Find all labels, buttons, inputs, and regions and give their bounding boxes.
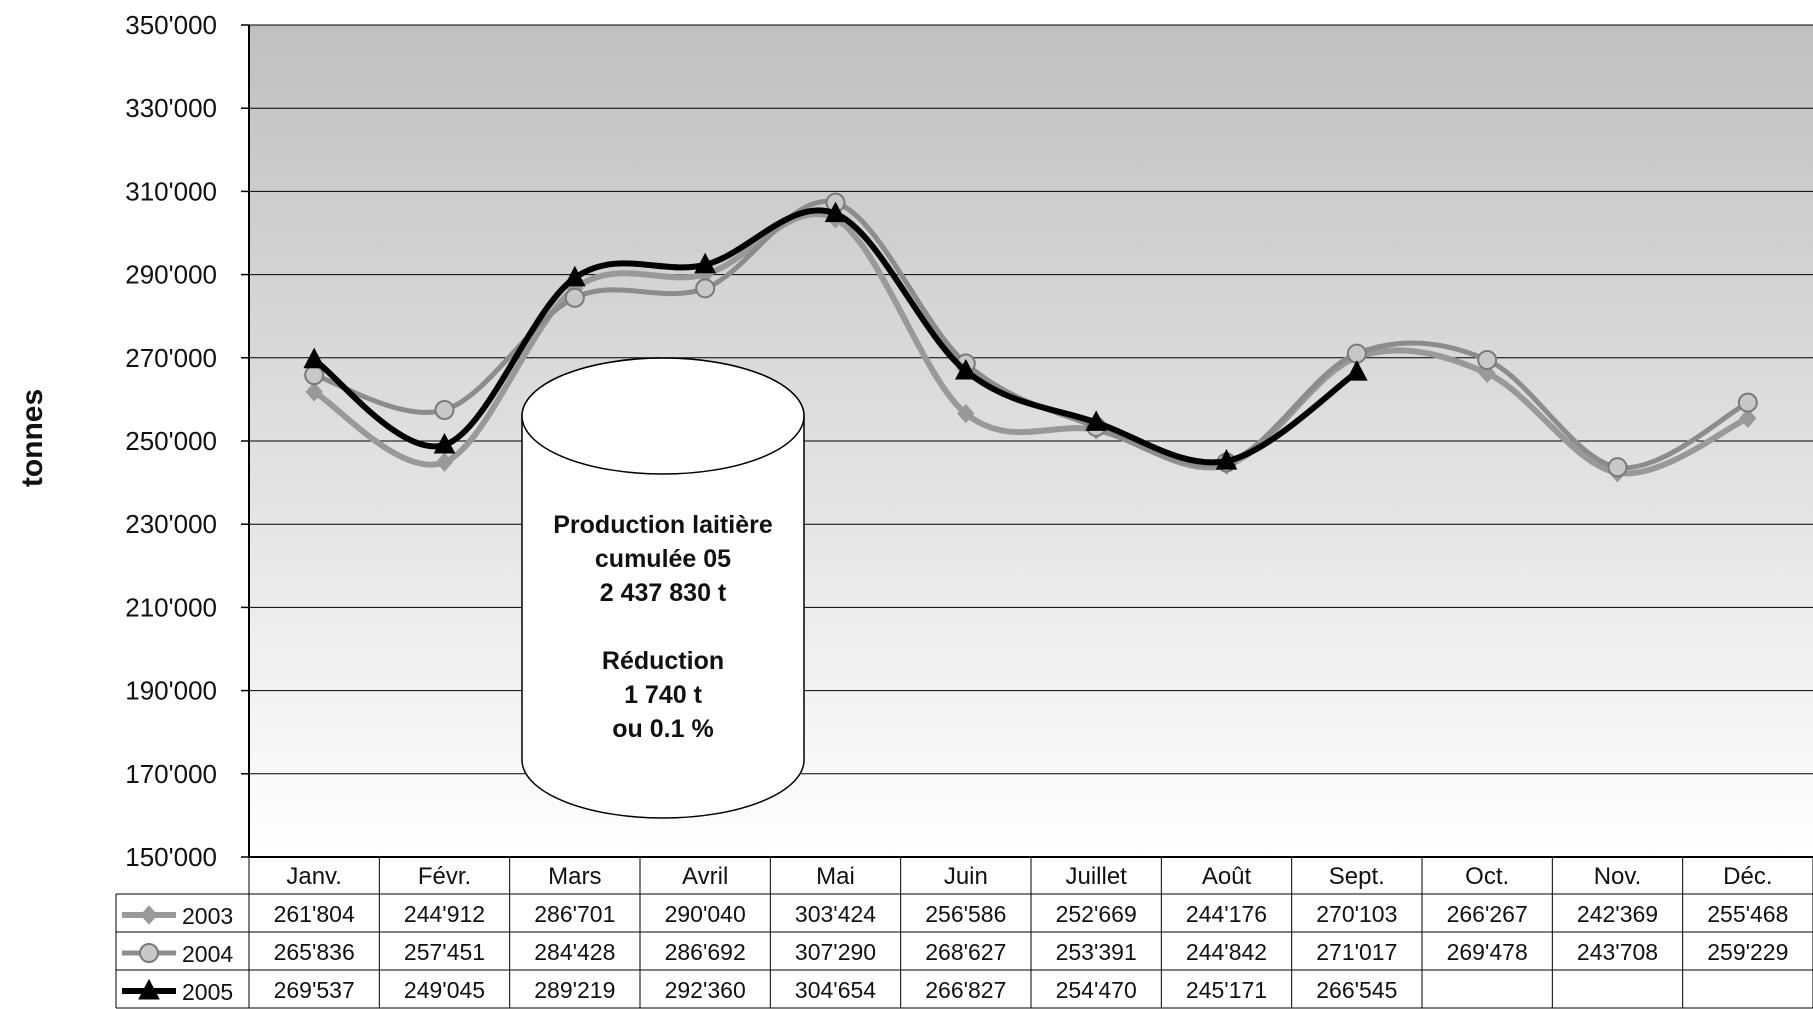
- legend-key-marker-2005: [138, 978, 160, 1000]
- table-cell: 259'229: [1707, 939, 1788, 965]
- table-cell: 284'428: [534, 939, 615, 965]
- y-tick-label: 310'000: [125, 176, 217, 206]
- y-tick-label: 210'000: [125, 592, 217, 622]
- category-label: Nov.: [1594, 863, 1642, 890]
- table-cell: 261'804: [274, 901, 355, 927]
- y-tick-label: 250'000: [125, 426, 217, 456]
- table-cell: 266'827: [925, 977, 1006, 1003]
- table-cell: 257'451: [404, 939, 485, 965]
- table-cell: 307'290: [795, 939, 876, 965]
- data-point-2005: [564, 265, 586, 287]
- data-point-2005: [1215, 449, 1238, 470]
- table-cell: 254'470: [1056, 977, 1137, 1003]
- y-tick-label: 350'000: [125, 10, 217, 40]
- data-point-2004: [1607, 457, 1628, 478]
- data-point-2004: [1477, 349, 1498, 370]
- y-tick-label: 190'000: [125, 676, 217, 706]
- data-point-2005: [1346, 360, 1368, 381]
- data-point-2005: [433, 432, 456, 454]
- y-tick-label: 330'000: [125, 93, 217, 123]
- cylinder-top: [521, 357, 805, 475]
- axes: 150'000 170'000 190'000 210'000 230'000 250'0…: [125, 10, 1813, 872]
- table-cell: 303'424: [795, 901, 876, 927]
- y-tick-label: 290'000: [125, 260, 217, 290]
- legend-key-marker-2003: [140, 905, 158, 925]
- data-point-2005: [955, 358, 977, 380]
- table-cell: 265'836: [274, 939, 355, 965]
- data-point-2004: [304, 365, 325, 386]
- callout-text-line: ou 0.1 %: [612, 715, 713, 743]
- table-cell: 289'219: [534, 977, 615, 1003]
- table-cell: 244'912: [404, 901, 485, 927]
- table-cell: 268'627: [925, 939, 1006, 965]
- data-point-2003: [1739, 408, 1757, 429]
- category-label: Mai: [816, 863, 855, 890]
- table-cell: 252'669: [1056, 901, 1137, 927]
- callout-text-line: Production laitière: [553, 511, 773, 539]
- table-cell: 244'176: [1186, 901, 1267, 927]
- table-cell: 256'586: [925, 901, 1006, 927]
- table-cell: 270'103: [1316, 901, 1397, 927]
- y-tick-label: 150'000: [125, 842, 217, 872]
- table-cell: 255'468: [1707, 901, 1788, 927]
- table-cell: 269'537: [274, 977, 355, 1003]
- legend-key-marker-2004: [139, 943, 159, 963]
- table-cell: 269'478: [1447, 939, 1528, 965]
- gridlines: [249, 24, 1813, 775]
- y-axis-label: tonnes: [16, 389, 49, 487]
- data-point-2005: [303, 347, 325, 369]
- table-cell: 249'045: [404, 977, 485, 1003]
- legend-label-2003: 2003: [182, 903, 233, 929]
- table-cell: 292'360: [665, 977, 746, 1003]
- data-point-2005: [694, 252, 716, 274]
- callout-text-line: cumulée 05: [595, 545, 731, 573]
- table-cell: 242'369: [1577, 901, 1658, 927]
- y-tick-label: 230'000: [125, 509, 217, 539]
- callout-text-line: 2 437 830 t: [600, 579, 727, 607]
- category-label: Oct.: [1465, 863, 1509, 890]
- series-lines: [303, 192, 1758, 483]
- callout-cylinder: Production laitière cumulée 05 2 437 830 t…: [521, 357, 805, 819]
- data-point-2004: [434, 400, 455, 421]
- table-cell: 266'545: [1316, 977, 1397, 1003]
- legend-label-2005: 2005: [182, 979, 233, 1005]
- table-cell: 244'842: [1186, 939, 1267, 965]
- callout-text-line: 1 740 t: [624, 681, 703, 709]
- legend-label-2004: 2004: [182, 941, 233, 967]
- data-point-2004: [1737, 392, 1758, 413]
- category-label: Déc.: [1723, 863, 1772, 890]
- data-point-2003: [957, 403, 975, 424]
- callout-text-line: Réduction: [602, 647, 724, 675]
- category-label: Mars: [548, 863, 601, 890]
- table-cell: 271'017: [1316, 939, 1397, 965]
- table-cell: 290'040: [665, 901, 746, 927]
- data-point-2003: [305, 382, 323, 402]
- data-point-2005: [824, 201, 847, 223]
- y-tick-label: 270'000: [125, 343, 217, 373]
- table-cell: 286'701: [534, 901, 615, 927]
- table-cell: 253'391: [1056, 939, 1137, 965]
- data-point-2003: [435, 452, 454, 472]
- category-label: Août: [1202, 863, 1252, 890]
- category-label: Janv.: [286, 863, 342, 890]
- data-point-2004: [1346, 343, 1367, 364]
- y-tick-label: 170'000: [125, 759, 217, 789]
- table-cell: 286'692: [665, 939, 746, 965]
- table-cell: 243'708: [1577, 939, 1658, 965]
- category-label: Juillet: [1065, 863, 1127, 890]
- table-cell: 266'267: [1447, 901, 1528, 927]
- category-label: Févr.: [418, 863, 471, 890]
- table-cell: 245'171: [1186, 977, 1267, 1003]
- category-label: Avril: [682, 863, 728, 890]
- data-table: Janv. Févr. Mars Avril Mai Juin Juillet Août Sep…: [115, 857, 1813, 1009]
- table-cell: 304'654: [795, 977, 876, 1003]
- series-line-2003: [311, 210, 1751, 477]
- data-point-2004: [564, 287, 585, 308]
- category-label: Sept.: [1329, 863, 1385, 890]
- data-point-2004: [695, 278, 716, 299]
- data-point-2005: [1085, 410, 1107, 431]
- category-label: Juin: [944, 863, 988, 890]
